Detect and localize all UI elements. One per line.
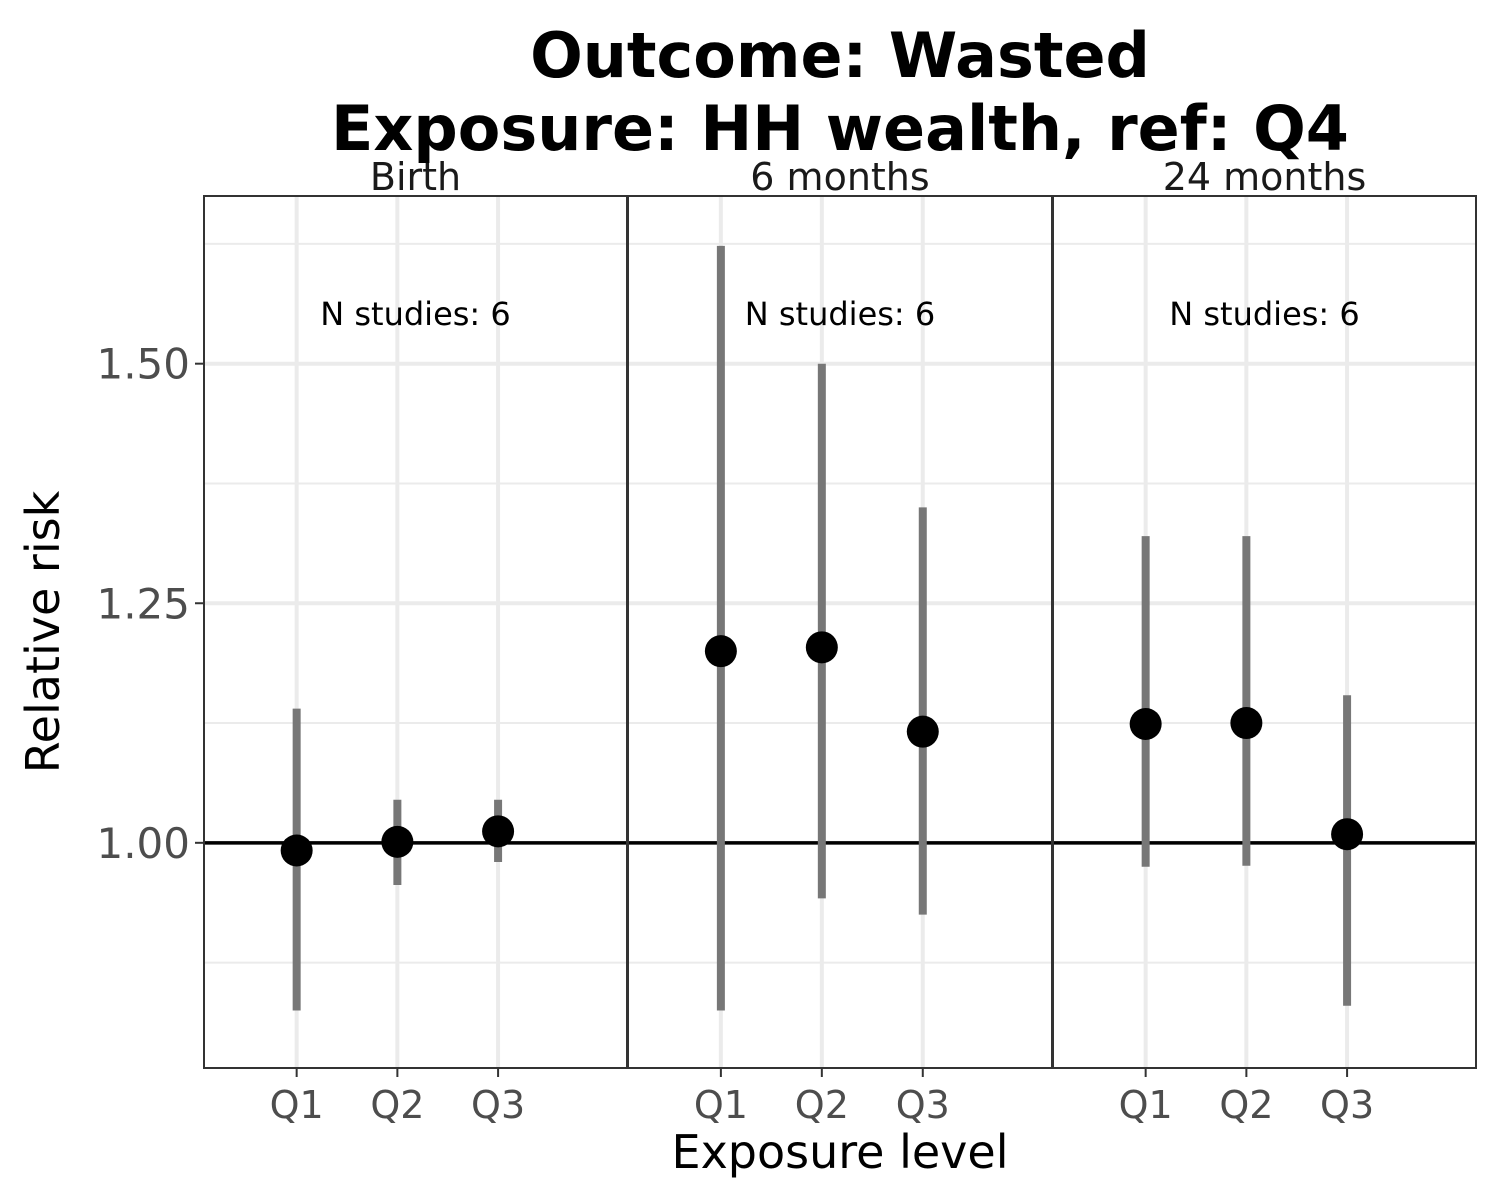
chart-title-line1: Outcome: Wasted	[530, 19, 1150, 92]
estimate-point-Q1	[1129, 707, 1162, 740]
x-axis-title: Exposure level	[672, 1125, 1009, 1179]
x-tick-label: Q1	[270, 1083, 324, 1127]
x-tick-label: Q3	[1320, 1083, 1374, 1127]
panel-background	[204, 196, 627, 1068]
y-tick-label: 1.00	[96, 819, 190, 868]
x-tick-label: Q1	[1119, 1083, 1173, 1127]
estimate-point-Q1	[280, 834, 313, 867]
estimate-point-Q3	[906, 715, 939, 748]
x-tick-label: Q1	[694, 1083, 748, 1127]
x-tick-label: Q2	[370, 1083, 424, 1127]
y-tick-label: 1.25	[96, 579, 190, 628]
n-studies-annotation: N studies: 6	[745, 295, 935, 333]
y-axis-title: Relative risk	[16, 490, 70, 773]
facet-label: Birth	[370, 155, 461, 199]
facet-panels: N studies: 6 Birth Q1 Q2 Q3 N studies: 6 6 mon…	[203, 155, 1477, 1127]
x-tick-label: Q2	[795, 1083, 849, 1127]
panel-border	[1052, 195, 1477, 1069]
y-tick-label: 1.50	[96, 340, 190, 389]
facet-label: 6 months	[750, 155, 929, 199]
panel-0: N studies: 6 Birth Q1 Q2 Q3	[203, 155, 628, 1127]
n-studies-annotation: N studies: 6	[320, 295, 510, 333]
estimate-point-Q2	[805, 631, 838, 664]
estimate-point-Q1	[704, 635, 737, 668]
chart-title-line2: Exposure: HH wealth, ref: Q4	[331, 92, 1349, 165]
panel-background	[1053, 196, 1476, 1068]
y-axis: 1.00 1.25 1.50	[96, 340, 204, 868]
x-tick-label: Q3	[471, 1083, 525, 1127]
estimate-point-Q2	[1230, 707, 1263, 740]
estimate-point-Q3	[1331, 818, 1364, 851]
panel-1: N studies: 6 6 months Q1 Q2 Q3	[627, 155, 1053, 1127]
x-tick-label: Q2	[1219, 1083, 1273, 1127]
panel-2: N studies: 6 24 months Q1 Q2 Q3	[1052, 155, 1477, 1127]
panel-background	[628, 196, 1052, 1068]
n-studies-annotation: N studies: 6	[1169, 295, 1359, 333]
facet-label: 24 months	[1163, 155, 1367, 199]
estimate-point-Q3	[482, 815, 515, 848]
x-tick-label: Q3	[896, 1083, 950, 1127]
estimate-point-Q2	[381, 825, 414, 858]
